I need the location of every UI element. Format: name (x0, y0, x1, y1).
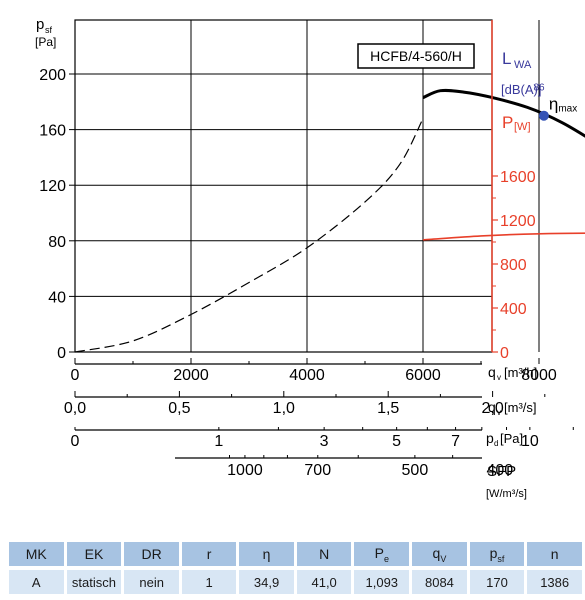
x-axis-4-tick-label: 400 (486, 462, 513, 479)
x-axis-4-tick-label: 500 (402, 462, 429, 479)
table-value-cell: 1386 (527, 570, 582, 594)
power-label: P (502, 113, 513, 132)
x-axis-3-label: p (486, 430, 494, 446)
x-axis-3-unit: [Pa] (500, 431, 523, 446)
right-tick-label: 0 (500, 345, 509, 362)
table-header-cell: MK (9, 542, 64, 566)
x-axis-2-unit: [m³/s] (504, 400, 537, 415)
x-axis-1-tick-label: 6000 (405, 367, 441, 384)
y-tick-label: 0 (57, 345, 66, 362)
lwa-label-sub: WA (514, 59, 532, 71)
x-axis-1-unit: [m³/h] (504, 365, 537, 380)
x-axis-3-sub: d (494, 439, 498, 448)
x-axis-1-label: q (488, 364, 496, 380)
table-value-cell: 41,0 (296, 570, 352, 594)
x-axis-1-tick-label: 2000 (173, 367, 209, 384)
y-axis-label: p (36, 16, 44, 33)
y-axis-unit: [Pa] (35, 35, 56, 49)
x-axis-3-tick-label: 5 (392, 433, 401, 450)
x-axis-3-tick-label: 0 (71, 433, 80, 450)
right-tick-label: 400 (500, 301, 527, 318)
sound-level-label: 86 (533, 83, 545, 94)
table-header-cell: psf (469, 542, 525, 566)
pressure-curve-unstable (74, 118, 424, 353)
table-header-row: MK EK DR r η N Pe qV psf n (9, 542, 582, 566)
x-axis-2-label: q (488, 399, 496, 415)
x-axis-1-tick-label: 8000 (521, 367, 557, 384)
x-axis-1-tick-label: 0 (71, 367, 80, 384)
table-value-cell: 170 (469, 570, 525, 594)
operating-point (538, 110, 549, 121)
table-header-cell: qV (412, 542, 467, 566)
y-tick-label: 160 (39, 123, 66, 140)
table-header-cell: Pe (354, 542, 410, 566)
x-axis-1-tick-label: 4000 (289, 367, 325, 384)
table-value-cell: A (9, 570, 64, 594)
table-value-cell: nein (124, 570, 179, 594)
y-tick-label: 80 (48, 234, 66, 251)
table-value-cell: 8084 (412, 570, 467, 594)
curves (74, 88, 585, 353)
table-header-cell: DR (124, 542, 179, 566)
x-axis-1-sub: v (497, 373, 501, 382)
x-axis-2-tick-label: 1,0 (273, 400, 295, 417)
right-tick-label: 1600 (500, 169, 536, 186)
model-label-box (357, 43, 475, 69)
y-tick-label: 120 (39, 178, 66, 195)
grid (74, 19, 540, 353)
x-axis-3-tick-label: 10 (521, 433, 539, 450)
x-axis-4-label: SFP (487, 463, 516, 480)
table-header-cell: EK (66, 542, 122, 566)
x-axis-2-tick-label: 0,5 (168, 400, 190, 417)
y-tick-label: 40 (48, 289, 66, 306)
x-axis-3-tick-label: 1 (214, 433, 223, 450)
y-tick-label: 200 (39, 67, 66, 84)
table-value-cell: statisch (66, 570, 122, 594)
right-tick-label: 800 (500, 257, 527, 274)
right-tick-label: 1200 (500, 213, 536, 230)
power-curve (422, 232, 585, 241)
lwa-label: L (502, 49, 511, 68)
plot-frame (74, 19, 493, 353)
x-axis-4-tick-label: 1000 (227, 462, 263, 479)
y-axis-label-sub: sf (45, 25, 53, 35)
x-axis-2-sub: v (497, 408, 501, 417)
table-header-cell: n (527, 542, 582, 566)
table-header-cell: r (181, 542, 237, 566)
model-label: HCFB/4-560/H (370, 48, 462, 64)
x-axis-4-unit: [W/m³/s] (486, 488, 527, 500)
table-header-cell: η (239, 542, 294, 566)
x-axis-2-tick-label: 0,0 (64, 400, 86, 417)
x-axis-2-tick-label: 1,5 (377, 400, 399, 417)
x-axis-3-tick-label: 7 (451, 433, 460, 450)
x-axis-3-tick-label: 3 (320, 433, 329, 450)
table-value-cell: 34,9 (239, 570, 294, 594)
marks: 868584230Vηmax (533, 83, 577, 121)
x-axis-4-tick-label: 700 (304, 462, 331, 479)
table-value-cell: 1 (181, 570, 237, 594)
table-value-cell: 1,093 (354, 570, 410, 594)
x-axis-2-tick-label: 2,0 (481, 400, 503, 417)
table-header-cell: N (296, 542, 352, 566)
power-label-sub: [W] (514, 121, 531, 133)
lwa-unit: [dB(A)] (501, 82, 541, 97)
operating-point-label: ηmax (549, 95, 577, 115)
pressure-curve (422, 88, 585, 138)
